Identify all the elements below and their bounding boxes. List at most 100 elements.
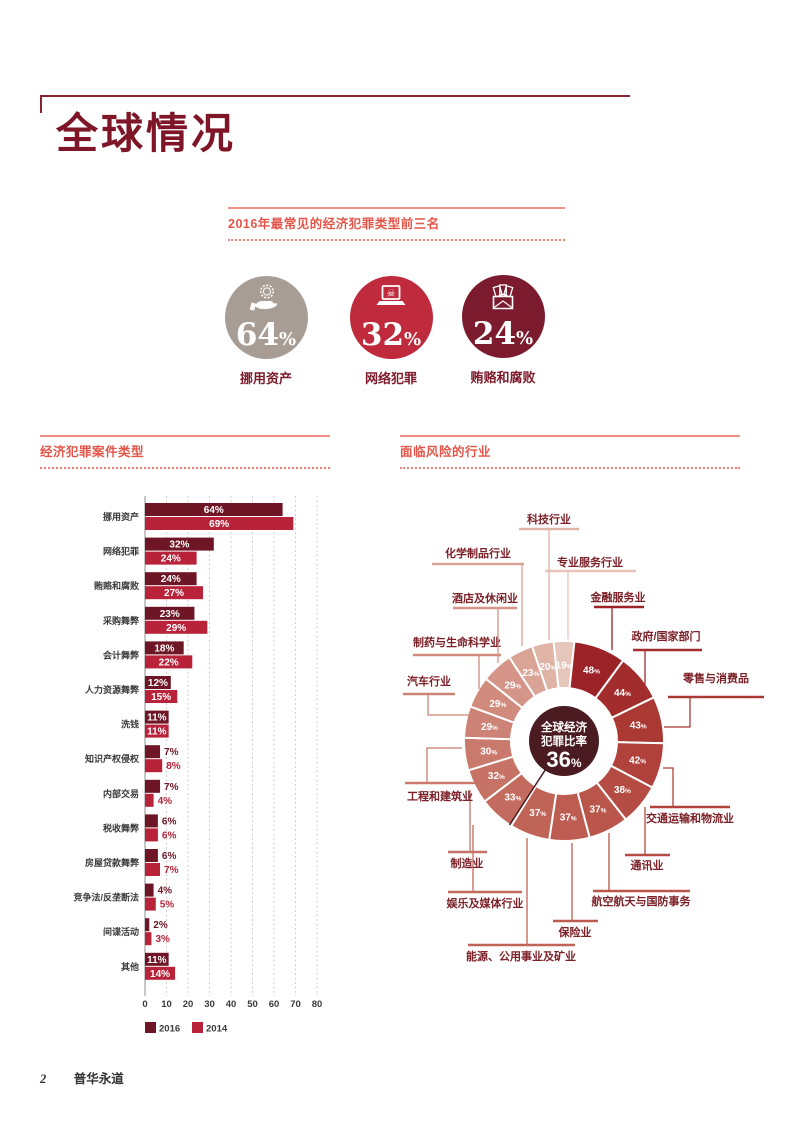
donut-percent-label: 30% — [480, 747, 497, 758]
donut-percent-label: 48% — [583, 666, 600, 677]
bar-2014 — [145, 690, 178, 703]
svg-text:☠: ☠ — [387, 289, 396, 300]
bar-value-label: 4% — [158, 886, 173, 897]
bar-2016 — [145, 952, 169, 966]
donut-percent-label: 37% — [560, 812, 577, 823]
donut-percent-label: 37% — [529, 808, 546, 819]
page-footer: 2 普华永道 — [40, 1068, 124, 1087]
bar-value-label: 7% — [164, 747, 179, 758]
stat-label: 网络犯罪 — [364, 371, 417, 386]
bar-value-label: 6% — [162, 851, 177, 862]
bar-2016 — [145, 641, 184, 655]
bar-2016 — [145, 883, 154, 897]
industry-label: 科技行业 — [527, 512, 571, 526]
bar-2014 — [145, 759, 163, 773]
category-label: 其他 — [121, 961, 139, 972]
bar-2016 — [145, 918, 150, 932]
legend-label: 2016 — [159, 1024, 180, 1035]
industry-label: 保险业 — [558, 925, 592, 939]
donut-percent-label: 32% — [488, 771, 505, 782]
legend-swatch — [192, 1022, 203, 1033]
industry-label: 航空航天与国防事务 — [592, 894, 692, 908]
bar-value-label: 64% — [204, 505, 224, 516]
industry-label: 制造业 — [451, 856, 484, 870]
bar-2016 — [145, 745, 161, 759]
donut-percent-label: 38% — [614, 785, 631, 796]
industries-section-header-label: 面临风险的行业 — [400, 441, 740, 469]
donut-percent-label: 20% — [539, 662, 556, 673]
bar-2016 — [145, 503, 283, 516]
bar-2014 — [145, 932, 152, 946]
top-rule-tick — [40, 95, 42, 113]
industry-label-connector — [427, 695, 470, 716]
x-axis-tick-label: 20 — [183, 999, 194, 1010]
stat-value: 24% — [472, 316, 534, 352]
category-label: 税收舞弊 — [103, 822, 140, 833]
industry-label: 零售与消费品 — [682, 671, 749, 685]
industry-label: 金融服务业 — [590, 590, 646, 604]
envelope-money-icon — [485, 282, 521, 319]
top3-section-header-label: 2016年最常见的经济犯罪类型前三名 — [228, 213, 565, 241]
category-label: 内部交易 — [103, 788, 139, 799]
bar-2014 — [145, 863, 161, 876]
x-axis-tick-label: 50 — [247, 999, 258, 1010]
donut-percent-label: 43% — [630, 720, 647, 731]
category-label: 人力资源舞弊 — [84, 684, 140, 695]
category-label: 洗钱 — [121, 719, 139, 730]
bar-value-label: 11% — [147, 955, 167, 966]
page-title: 全球情况 — [56, 112, 237, 158]
stat-circle: 64% — [224, 276, 308, 359]
x-axis-tick-label: 60 — [269, 999, 280, 1010]
bar-2014 — [145, 655, 193, 669]
donut-percent-label: 29% — [489, 699, 506, 710]
stat-value: 32% — [360, 317, 422, 353]
industry-label: 化学制品行业 — [445, 546, 511, 560]
bar-2014 — [145, 897, 156, 911]
bar-2014 — [145, 620, 208, 634]
industry-label: 娱乐及媒体行业 — [447, 896, 524, 910]
industry-label: 通讯业 — [631, 858, 664, 872]
stat-circle: ☠ 32% — [349, 276, 433, 359]
bar-2014 — [145, 724, 169, 738]
donut-percent-label: 19% — [556, 661, 573, 672]
donut-center-title-line2: 犯罪比率 — [540, 734, 587, 748]
industries-donut-chart: 19% 专业服务行业 48% 金融服务业 44% 政府/国家部门 43% 零售与消费品 42% 交… — [403, 512, 764, 963]
x-axis-tick-label: 30 — [204, 999, 215, 1010]
industry-label-connector — [664, 698, 691, 728]
bar-2016 — [145, 814, 158, 828]
top-rule — [40, 95, 630, 97]
bar-value-label: 2% — [153, 920, 168, 931]
bar-value-label: 23% — [160, 609, 180, 620]
footer-brand: 普华永道 — [73, 1072, 124, 1086]
industry-label: 制药与生命科学业 — [413, 635, 501, 649]
bar-value-label: 7% — [164, 782, 179, 793]
donut-percent-label: 37% — [589, 804, 606, 815]
category-label: 贿赂和腐败 — [94, 580, 140, 591]
bar-value-label: 24% — [161, 554, 181, 565]
bar-value-label: 14% — [150, 969, 170, 980]
bar-2016 — [145, 537, 214, 551]
category-label: 竞争法/反垄断法 — [72, 892, 139, 903]
category-label: 网络犯罪 — [103, 546, 139, 557]
industry-label: 交通运输和物流业 — [646, 811, 734, 825]
donut-segment — [530, 640, 560, 693]
bar-value-label: 27% — [164, 588, 184, 599]
bar-2016 — [145, 572, 197, 586]
bar-2014 — [145, 551, 197, 565]
bar-value-label: 6% — [162, 816, 177, 827]
bar-2016 — [145, 849, 158, 862]
stat-circle: 24% — [461, 275, 545, 358]
industry-label: 汽车行业 — [407, 674, 451, 688]
x-axis-tick-label: 0 — [142, 999, 147, 1010]
industries-section-header: 面临风险的行业 — [400, 435, 740, 469]
bar-value-label: 7% — [164, 865, 179, 876]
bar-value-label: 32% — [169, 540, 189, 551]
donut-percent-label: 33% — [504, 793, 521, 804]
bar-2016 — [145, 676, 171, 689]
bar-value-label: 12% — [148, 678, 168, 689]
bar-2016 — [145, 779, 161, 793]
bar-value-label: 11% — [147, 713, 167, 724]
bar-value-label: 6% — [162, 830, 177, 841]
bar-2014 — [145, 828, 158, 842]
